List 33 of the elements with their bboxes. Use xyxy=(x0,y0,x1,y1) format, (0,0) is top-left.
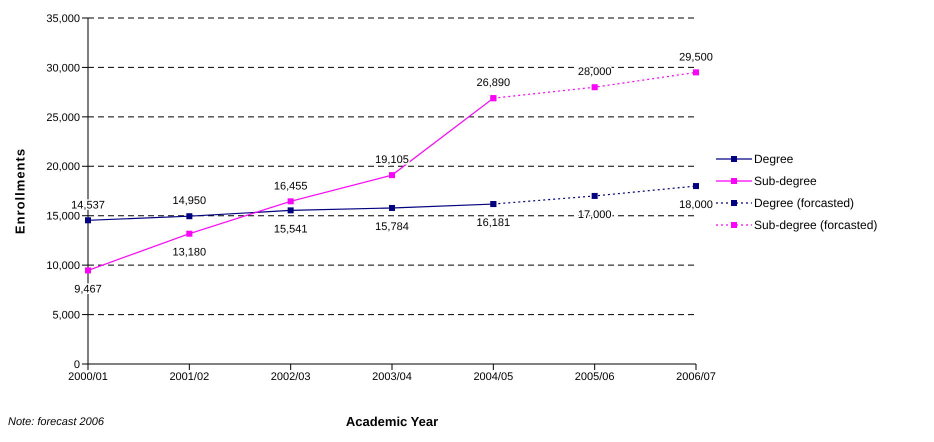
y-tick-label: 0 xyxy=(74,358,80,371)
data-label: 15,541 xyxy=(274,223,308,236)
y-tick-label: 25,000 xyxy=(46,112,80,124)
data-label: 19,105 xyxy=(375,154,409,166)
x-tick-label: 2002/03 xyxy=(270,370,311,383)
y-tick-label: 10,000 xyxy=(46,260,80,272)
data-label: 26,890 xyxy=(476,77,510,90)
x-tick-label: 2001/02 xyxy=(169,370,210,383)
y-tick-label: 15,000 xyxy=(46,210,80,223)
data-label: 16,181 xyxy=(476,217,510,230)
data-label: 13,180 xyxy=(172,246,206,259)
x-tick-label: 2005/06 xyxy=(574,370,615,383)
data-label: 15,784 xyxy=(375,220,409,233)
y-tick-label: 5,000 xyxy=(52,309,80,322)
legend-label: Sub-degree (forcasted) xyxy=(754,218,878,232)
data-label: 29,500 xyxy=(679,51,713,64)
data-label: 28,000 xyxy=(578,66,612,78)
y-tick-label: 35,000 xyxy=(46,12,80,25)
y-tick-label: 20,000 xyxy=(46,161,80,174)
data-label: 14,950 xyxy=(172,195,206,208)
y-axis-title: Enrollments xyxy=(12,148,28,234)
legend-label: Sub-degree xyxy=(754,174,817,188)
x-axis-title: Academic Year xyxy=(346,414,438,429)
x-tick-label: 2000/01 xyxy=(68,370,108,383)
legend-label: Degree (forcasted) xyxy=(754,196,854,210)
x-tick-label: 2003/04 xyxy=(372,370,412,383)
x-tick-label: 2006/07 xyxy=(676,370,716,383)
legend-label: Degree xyxy=(754,152,794,166)
x-tick-label: 2004/05 xyxy=(473,370,514,383)
data-label: 16,455 xyxy=(274,180,308,192)
text: Note: forecast 2006 xyxy=(8,416,104,428)
y-tick-label: 30,000 xyxy=(46,62,80,74)
data-label: 18,000 xyxy=(679,199,713,212)
